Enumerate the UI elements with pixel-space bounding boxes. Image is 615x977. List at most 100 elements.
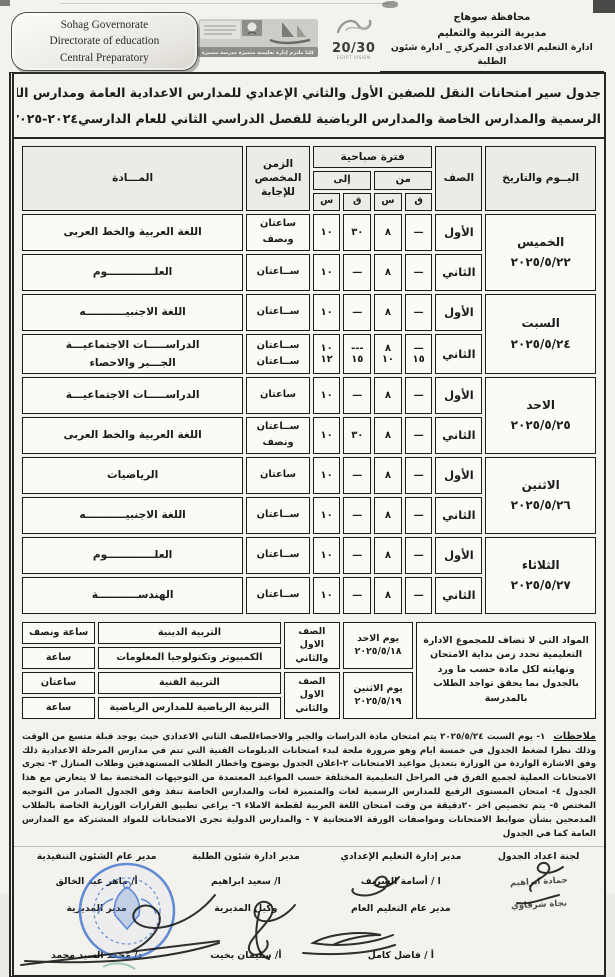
day-cell: الاثنين ٢٠٢٥/٥/٢٦: [485, 456, 596, 534]
to-hours-cell: ١٠ ١٢: [312, 333, 341, 374]
directorate-name: مديرية التربية والتعليم: [437, 27, 547, 39]
day-name: الاحد: [526, 397, 556, 412]
subject-cell: الرياضيات: [22, 456, 244, 494]
duration-cell: ســاعتان: [246, 576, 310, 614]
to-minutes-cell: ٣٠: [343, 416, 372, 454]
header-hours: س: [312, 192, 341, 211]
day-cell: الثلاثاء ٢٠٢٥/٥/٢٧: [485, 536, 596, 614]
from-hours-cell: ٨ ١٠: [374, 333, 402, 374]
extra-subject-cell: الكمبيوتر وتكنولوجيا المعلومات: [98, 646, 281, 669]
day-date: ٢٠٢٥/٥/٢٤: [510, 336, 571, 351]
to-hours-cell: ١٠: [312, 456, 341, 494]
vision-logo-caption: EGYPT VISION: [336, 55, 371, 60]
title-line-2: الرسمية والمدارس الخاصة والمدارس الرياضي…: [17, 110, 601, 126]
subject-cell: اللغة الاجنبيـــــــــــه: [22, 496, 244, 534]
faint-stamp-mark: [102, 962, 136, 970]
exam-row: الثاني — ١٥ ٨ ١٠ --- ١٥ ١٠ ١٢ ســاعتان س…: [22, 333, 596, 374]
subject-cell: العلـــــــــــــوم: [22, 253, 244, 291]
vision-logo-text: 20/30: [331, 41, 376, 56]
header-duration: الزمن المخصص للإجابة: [246, 145, 310, 211]
grade-cell: الثاني: [435, 576, 483, 614]
signer-title: لجنة اعداد الجدول: [497, 851, 580, 862]
subject-cell: العلـــــــــــــوم: [22, 536, 244, 574]
from-minutes-cell: —: [404, 213, 433, 251]
to-hours-cell: ١٠: [312, 293, 341, 331]
signatures-grid: لجنة اعداد الجدول حمادة ابراهيم نجاة شرق…: [22, 851, 596, 963]
from-hours-cell: ٨: [374, 416, 402, 454]
to-minutes-cell: —: [343, 293, 372, 331]
header-hours: س: [374, 192, 402, 211]
duration-cell: ساعتان: [246, 376, 310, 414]
to-hours-cell: ١٠: [312, 576, 341, 614]
from-minutes-cell: —: [404, 576, 433, 614]
header-morning-period: فترة صباحية: [312, 145, 433, 168]
exam-row: الخميس ٢٠٢٥/٥/٢٢ الأول — ٨ ٣٠ ١٠ ساعتان …: [22, 213, 596, 291]
notes-text: ١- يوم السبت ٢٠٢٥/٥/٢٤ يتم امتحان مادة ا…: [22, 731, 597, 840]
non-total-subjects-section: المواد التي لا تضاف للمجموع الادارة التع…: [14, 619, 604, 724]
extra-row: الكمبيوتر وتكنولوجيا المعلومات ساعة: [22, 646, 596, 669]
grade-cell: الأول: [435, 536, 483, 574]
governorate-name: محافظة سوهاج: [453, 12, 531, 23]
exam-row: الثاني — ٨ — ١٠ ســاعتان العلـــــــــــ…: [22, 253, 596, 291]
grade-cell: الأول: [435, 456, 483, 494]
header-minutes: ق: [343, 192, 372, 211]
document-title: جدول سير امتحانات النقل للصفين الأول وال…: [14, 74, 604, 139]
non-total-subjects-table: المواد التي لا تضاف للمجموع الادارة التع…: [19, 619, 599, 722]
grade-cell: الثاني: [435, 496, 483, 534]
exam-row: الاثنين ٢٠٢٥/٥/٢٦ الأول — ٨ — ١٠ ساعتان …: [22, 456, 596, 534]
scan-artifact: [0, 0, 10, 6]
day-date: ٢٠٢٥/٥/٢٧: [510, 578, 571, 593]
to-hours-cell: ١٠: [312, 496, 341, 534]
grade-cell: الأول: [435, 293, 483, 331]
exam-row: الثاني — ٨ ٣٠ ١٠ ســاعتان ونصف اللغة الع…: [22, 416, 596, 454]
vision-swoosh-icon: [336, 19, 372, 34]
grade-cell: الثاني: [435, 333, 483, 374]
signer-name: أ / فاضل كامل: [367, 950, 434, 961]
day-name: الثلاثاء: [521, 557, 560, 572]
header-to: إلى: [312, 170, 372, 190]
signer-name: ا / أسامة الشريف: [360, 876, 441, 887]
day-date: ٢٠٢٥/٥/٢٢: [510, 255, 571, 270]
signer-title: مدير المديرية: [66, 903, 127, 914]
signer-title: مدير إدارة التعليم الإعدادي: [340, 851, 462, 862]
extra-duration-cell: ساعة ونصف: [22, 621, 96, 644]
extra-duration-cell: ساعتان: [22, 671, 96, 694]
signer-title: مدير عام التعليم العام: [351, 903, 451, 914]
scan-artifact: [593, 0, 615, 13]
signature-students-admin: مدير ادارة شئون الطلبة ا/ سعيد ابراهيم و…: [171, 851, 320, 963]
from-minutes-cell: —: [404, 416, 433, 454]
duration-cell: ســاعتان ســاعتان: [246, 333, 310, 374]
duration-cell: ســاعتان ونصف: [246, 416, 310, 454]
grade-cell: الأول: [435, 376, 483, 414]
notes-paragraph: ملاحظات١- يوم السبت ٢٠٢٥/٥/٢٤ يتم امتحان…: [14, 724, 604, 847]
letterhead: محافظة سوهاج مديرية التربية والتعليم ادا…: [9, 6, 606, 72]
department-heading: محافظة سوهاج مديرية التربية والتعليم ادا…: [379, 10, 604, 72]
extra-subject-cell: التربية الدينية: [98, 621, 281, 644]
administration-name: ادارة التعليم الاعدادي المركزي _ ادارة ش…: [379, 41, 604, 72]
english-directorate: Directorate of education: [49, 35, 160, 48]
from-hours-cell: ٨: [374, 576, 402, 614]
english-letterhead-box: Sohag Governorate Directorate of educati…: [11, 12, 198, 72]
subject-cell: الدراســـــات الاجتماعيـــة: [22, 376, 244, 414]
exam-row: الثلاثاء ٢٠٢٥/٥/٢٧ الأول — ٨ — ١٠ ســاعت…: [22, 536, 596, 614]
note-cell: المواد التي لا تضاف للمجموع الادارة التع…: [416, 621, 596, 719]
signer-title: مدير عام الشئون التنفيذية: [36, 851, 157, 862]
duration-cell: ساعتان ونصف: [246, 213, 310, 251]
signature-prep-admin: مدير إدارة التعليم الإعدادي ا / أسامة ال…: [320, 851, 481, 963]
from-minutes-cell: —: [404, 536, 433, 574]
notes-label: ملاحظات: [553, 730, 596, 742]
extra-subject-cell: التربية الفنية: [98, 671, 281, 694]
to-minutes-cell: —: [343, 376, 372, 414]
day-name: السبت: [521, 316, 560, 331]
to-hours-cell: ١٠: [312, 376, 341, 414]
from-hours-cell: ٨: [374, 536, 402, 574]
ministry-of-education-logo: كلنا ملتزم إدارة تعليمية متميزة مدرسة مت…: [197, 17, 318, 59]
grade-cell: الأول: [435, 213, 483, 251]
signer-title: مدير ادارة شئون الطلبة: [191, 851, 300, 862]
exam-schedule-section: اليــوم والتاريخ الصف فترة صباحية الزمن …: [14, 139, 604, 619]
from-minutes-cell: —: [404, 253, 433, 291]
from-minutes-cell: — ١٥: [404, 333, 433, 374]
from-minutes-cell: —: [404, 496, 433, 534]
signature-executive: مدير عام الشئون التنفيذية أ/ ماهر عبد ال…: [22, 851, 171, 963]
